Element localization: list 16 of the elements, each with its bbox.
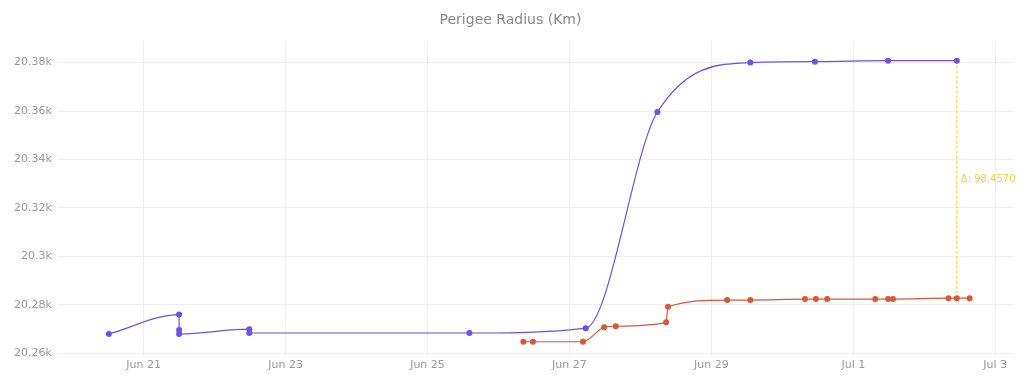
y-tick-label: 20.3k: [20, 249, 53, 263]
x-tick-label: Jul 3: [982, 358, 1008, 372]
x-tick-label: Jun 29: [693, 358, 729, 372]
y-tick-label: 20.36k: [13, 103, 53, 117]
x-tick-label: Jun 23: [267, 358, 303, 372]
annotation: Δ: 98.4570: [960, 172, 1016, 184]
x-tick-label: Jun 21: [125, 358, 161, 372]
chart-title: Perigee Radius (Km): [439, 11, 582, 28]
y-tick-label: 20.38k: [13, 55, 53, 69]
y-tick-label: 20.28k: [13, 297, 53, 311]
x-tick-label: Jun 25: [409, 358, 445, 372]
y-tick-label: 20.26k: [13, 346, 53, 360]
y-tick-label: 20.32k: [13, 200, 53, 214]
x-tick-label: Jul 1: [840, 358, 866, 372]
x-tick-label: Jun 27: [551, 358, 587, 372]
y-tick-label: 20.34k: [13, 152, 53, 166]
